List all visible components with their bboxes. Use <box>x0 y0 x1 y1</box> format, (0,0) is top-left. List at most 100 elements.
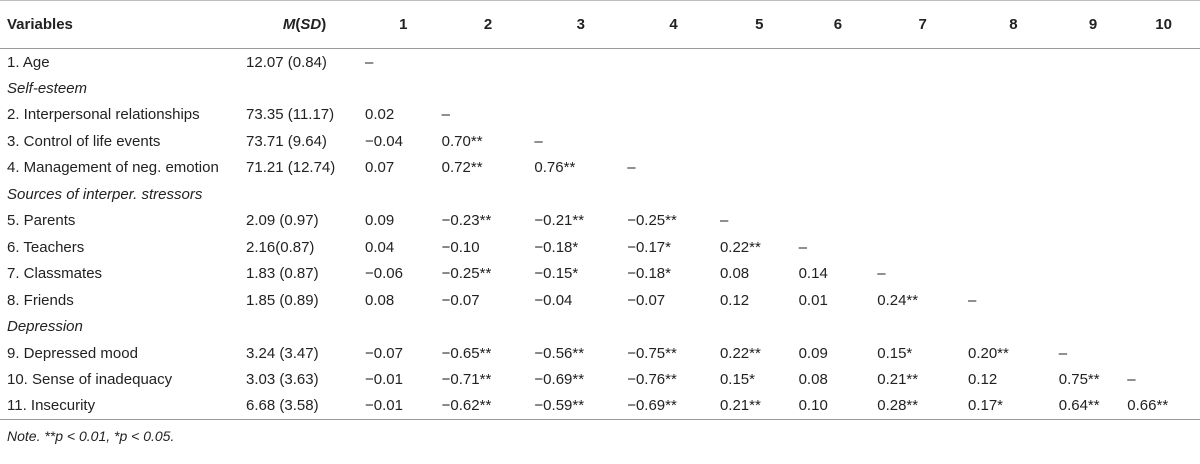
table-row: 4. Management of neg. emotion 71.21 (12.7… <box>0 155 1200 182</box>
correlation-cell: 0.20** <box>967 344 1009 362</box>
header-col-4: 4 <box>627 0 720 49</box>
header-col-1: 1 <box>365 0 442 49</box>
correlation-cell: 0.22** <box>719 344 761 362</box>
correlation-cell: 0.01 <box>798 291 828 309</box>
row-label: 2. Interpersonal relationships <box>7 106 200 124</box>
correlation-cell <box>534 102 627 129</box>
correlation-cell: −0.01 <box>365 393 442 420</box>
correlation-cell: – <box>1058 344 1068 362</box>
header-msd-sd: SD <box>300 16 322 33</box>
correlation-cell <box>534 49 627 76</box>
row-label: 6. Teachers <box>7 238 85 256</box>
correlation-cell: – <box>798 238 807 256</box>
correlation-cell: 0.21** <box>877 371 919 389</box>
correlation-cell: 0.08 <box>719 265 750 283</box>
row-mean-sd: 1.83 (0.87) <box>246 265 319 283</box>
correlation-cell: 0.22** <box>719 238 761 256</box>
row-mean-sd: 71.21 (12.74) <box>246 159 336 177</box>
correlation-cell: −0.17* <box>627 238 671 256</box>
row-mean-sd: 1.85 (0.89) <box>246 291 319 309</box>
correlation-cell <box>1059 155 1128 182</box>
correlation-cell <box>1127 128 1200 155</box>
correlation-cell <box>1127 234 1200 261</box>
correlation-cell <box>1127 49 1200 76</box>
correlation-cell: 0.70** <box>441 132 483 150</box>
section-row: Depression <box>0 314 1200 341</box>
correlation-cell: 0.64** <box>1058 393 1128 420</box>
correlation-cell: 0.14 <box>798 265 828 283</box>
correlation-cell: 0.08 <box>365 291 395 309</box>
correlation-cell: −0.65** <box>441 344 492 362</box>
correlation-cell <box>799 208 878 235</box>
row-label: 1. Age <box>7 53 50 71</box>
correlation-cell: −0.56** <box>534 344 585 362</box>
correlation-cell <box>968 261 1059 288</box>
section-row: Self-esteem <box>0 75 1200 102</box>
correlation-cell <box>799 128 878 155</box>
correlation-cell <box>1059 128 1128 155</box>
correlation-cell: −0.25** <box>441 265 492 283</box>
correlation-table-container: Variables M(SD) 1 2 3 4 5 6 7 8 9 10 1. Age 12.07 … <box>0 0 1200 444</box>
row-label: 7. Classmates <box>7 265 103 283</box>
table-row: 7. Classmates 1.83 (0.87) −0.06 −0.25** −0.1… <box>0 261 1200 288</box>
correlation-cell <box>627 128 720 155</box>
header-col-6: 6 <box>798 0 878 49</box>
correlation-cell: 0.09 <box>365 212 395 230</box>
correlation-cell <box>877 155 968 182</box>
correlation-cell <box>1059 234 1128 261</box>
row-label: 9. Depressed mood <box>7 344 138 362</box>
correlation-cell <box>968 208 1059 235</box>
row-mean-sd: 73.71 (9.64) <box>246 132 327 150</box>
row-label: 8. Friends <box>7 291 74 309</box>
row-mean-sd: 12.07 (0.84) <box>246 53 327 71</box>
correlation-cell: 0.15* <box>877 344 913 362</box>
correlation-cell <box>799 49 878 76</box>
correlation-cell: −0.06 <box>365 265 403 283</box>
correlation-cell <box>877 128 968 155</box>
section-label: Sources of interper. stressors <box>7 185 203 203</box>
header-msd: M(SD) <box>244 0 366 49</box>
correlation-cell: 0.10 <box>798 393 878 420</box>
correlation-cell: 0.75** <box>1058 371 1100 389</box>
correlation-cell <box>968 155 1059 182</box>
correlation-cell <box>627 102 720 129</box>
correlation-cell <box>1059 208 1128 235</box>
correlation-cell: 0.02 <box>365 106 395 124</box>
correlation-cell: 0.07 <box>365 159 395 177</box>
header-col-7: 7 <box>877 0 968 49</box>
row-mean-sd: 2.16(0.87) <box>246 238 315 256</box>
correlation-cell: −0.18* <box>627 265 671 283</box>
header-col-9: 9 <box>1058 0 1128 49</box>
table-row: 11. Insecurity 6.68 (3.58) −0.01 −0.62** −0.… <box>0 393 1200 420</box>
table-row: 10. Sense of inadequacy 3.03 (3.63) −0.01 −… <box>0 367 1200 394</box>
table-row: 6. Teachers 2.16(0.87) 0.04 −0.10 −0.18* −0.1… <box>0 234 1200 261</box>
table-row: 5. Parents 2.09 (0.97) 0.09 −0.23** −0.21** −… <box>0 208 1200 235</box>
correlation-cell: 0.12 <box>719 291 750 309</box>
correlation-cell: −0.71** <box>441 371 492 389</box>
correlation-cell: – <box>719 212 729 230</box>
header-col-2: 2 <box>441 0 535 49</box>
table-row: 1. Age 12.07 (0.84) – <box>0 49 1200 76</box>
correlation-cell <box>627 49 720 76</box>
correlation-cell: −0.07 <box>365 344 403 362</box>
correlation-cell: 0.17* <box>967 393 1059 420</box>
correlation-cell <box>1059 49 1128 76</box>
correlation-cell: – <box>365 53 374 71</box>
correlation-cell <box>720 49 799 76</box>
correlation-cell: 0.15* <box>719 371 755 389</box>
correlation-cell: 0.66** <box>1127 393 1200 420</box>
correlation-cell: 0.21** <box>719 393 799 420</box>
row-mean-sd: 3.24 (3.47) <box>246 344 319 362</box>
correlation-cell: – <box>441 106 450 124</box>
correlation-cell <box>799 102 878 129</box>
correlation-cell: – <box>627 159 636 177</box>
correlation-cell: −0.04 <box>534 291 573 309</box>
correlation-cell: −0.25** <box>627 212 677 230</box>
row-mean-sd: 3.03 (3.63) <box>246 371 319 389</box>
correlation-cell: −0.07 <box>441 291 480 309</box>
correlation-cell <box>1059 261 1128 288</box>
correlation-cell <box>968 128 1059 155</box>
header-col-8: 8 <box>967 0 1059 49</box>
correlation-cell: 0.04 <box>365 238 395 256</box>
row-mean-sd: 2.09 (0.97) <box>246 212 319 230</box>
